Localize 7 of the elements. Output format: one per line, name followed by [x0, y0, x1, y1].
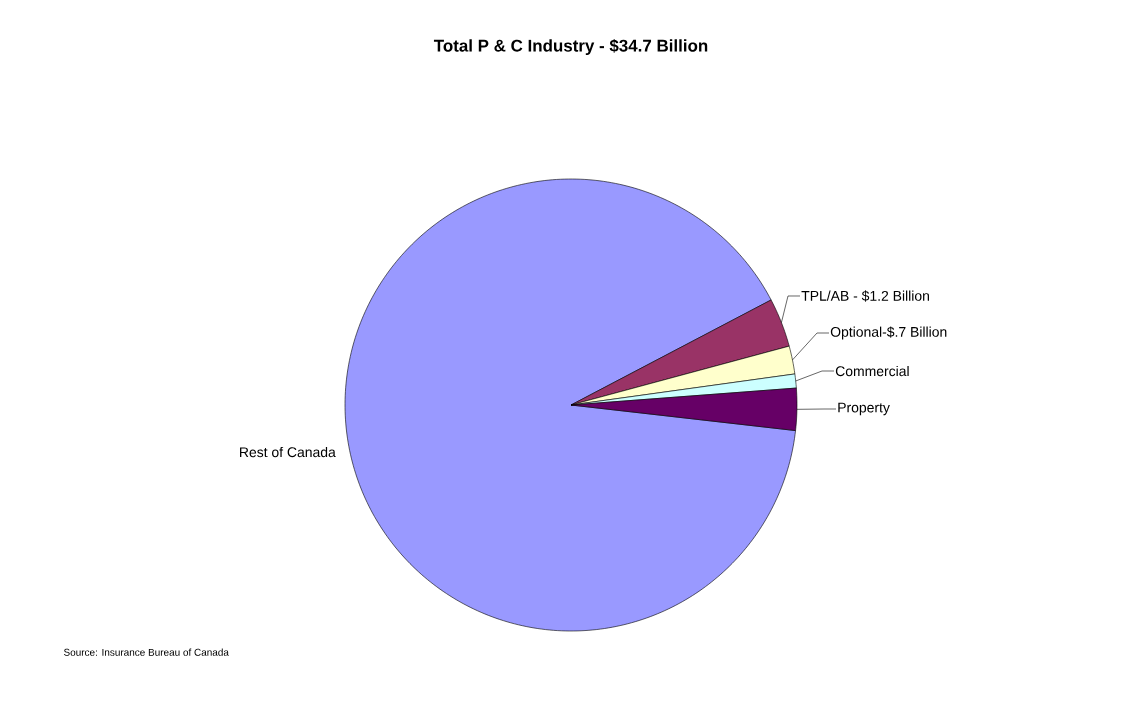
slice-label: Rest of Canada	[240, 446, 336, 458]
slice-label: Property	[838, 402, 890, 416]
slice-label: Commercial	[835, 365, 909, 377]
source-note: Source: Insurance Bureau of Canada	[63, 648, 229, 656]
chart-title: Total P & C Industry - $34.7 Billion	[433, 38, 708, 56]
slice-label: Optional-$.7 Billion	[830, 326, 947, 340]
slice-label: TPL/AB - $1.2 Billion	[801, 290, 929, 302]
